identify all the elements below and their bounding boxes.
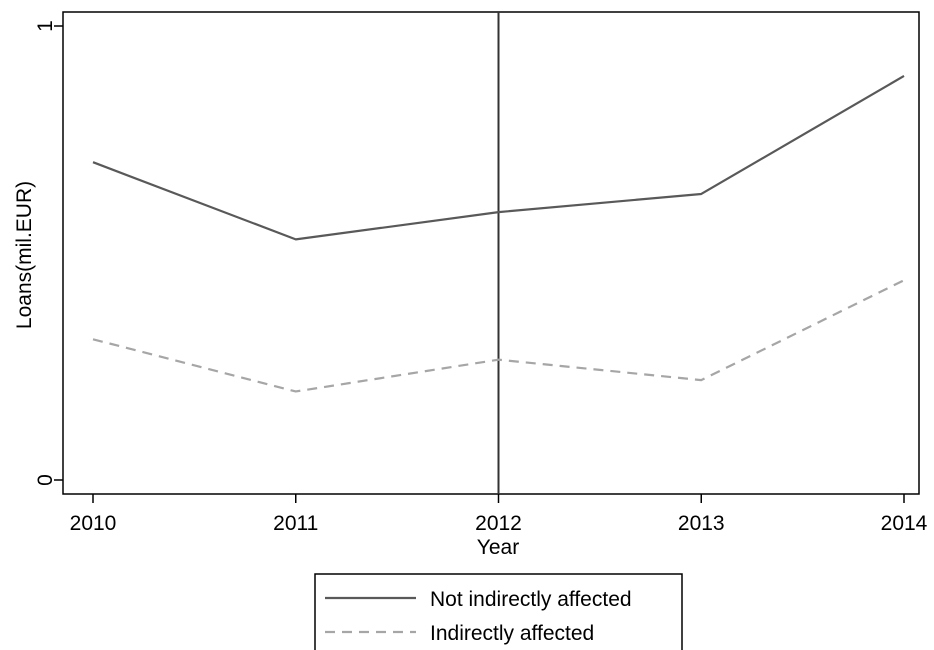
legend-label-not-indirectly-affected: Not indirectly affected xyxy=(430,588,632,611)
x-axis: 2010 2011 2012 2013 2014 xyxy=(70,494,928,535)
y-axis: 01 xyxy=(34,20,63,486)
y-tick-label: 0 xyxy=(34,474,57,486)
y-axis-title: Loans(mil.EUR) xyxy=(13,181,36,329)
legend: Not indirectly affected Indirectly affec… xyxy=(315,574,682,650)
y-tick-label: 1 xyxy=(34,20,57,32)
x-tick-label: 2012 xyxy=(475,512,522,535)
x-axis-title: Year xyxy=(477,536,519,559)
x-tick-label: 2010 xyxy=(70,512,117,535)
plot-frame xyxy=(63,12,919,494)
x-tick-label: 2011 xyxy=(273,512,318,535)
x-tick-label: 2014 xyxy=(881,512,928,535)
legend-label-indirectly-affected: Indirectly affected xyxy=(430,622,594,645)
x-tick-label: 2013 xyxy=(678,512,725,535)
